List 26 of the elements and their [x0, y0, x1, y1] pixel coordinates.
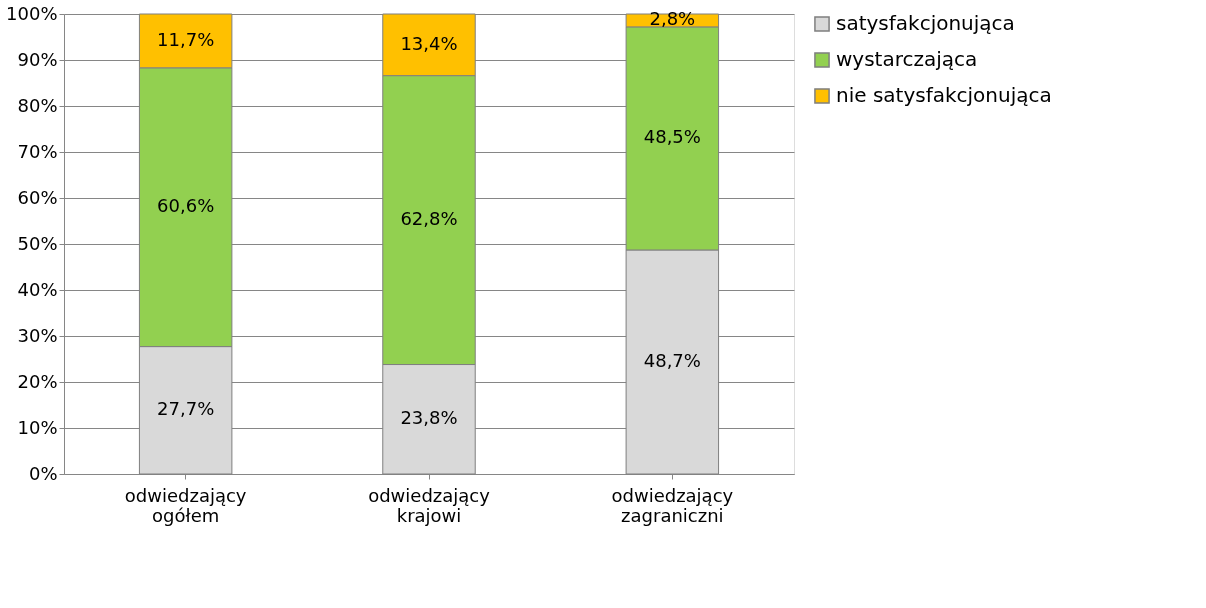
data-label: 2,8%: [649, 8, 696, 30]
y-tick-label: 10%: [17, 416, 58, 438]
y-tick-label: 40%: [17, 278, 58, 300]
x-tick-label: odwiedzający ogółem: [124, 484, 247, 526]
data-label: 48,7%: [643, 349, 701, 371]
data-label: 62,8%: [400, 208, 458, 230]
data-label: 23,8%: [400, 407, 458, 429]
y-tick-label: 80%: [17, 94, 58, 116]
y-tick-label: 50%: [17, 232, 58, 254]
y-tick-label: 60%: [17, 186, 58, 208]
x-tick-label: odwiedzający krajowi: [368, 484, 491, 526]
data-label: 13,4%: [400, 32, 458, 54]
y-tick-label: 90%: [17, 48, 58, 70]
data-label: 48,5%: [643, 126, 701, 148]
y-tick-label: 100%: [6, 2, 58, 24]
data-label: 11,7%: [157, 28, 215, 50]
data-label: 60,6%: [157, 195, 215, 217]
y-tick-label: 0%: [28, 462, 58, 484]
x-tick-label: odwiedzający zagraniczni: [611, 484, 734, 526]
y-tick-label: 70%: [17, 140, 58, 162]
legend-label: wystarczająca: [836, 47, 978, 71]
y-tick-label: 20%: [17, 370, 58, 392]
legend-label: satysfakcjonująca: [836, 11, 1015, 35]
data-label: 27,7%: [157, 398, 215, 420]
legend-label: nie satysfakcjonująca: [836, 83, 1052, 107]
y-tick-label: 30%: [17, 324, 58, 346]
